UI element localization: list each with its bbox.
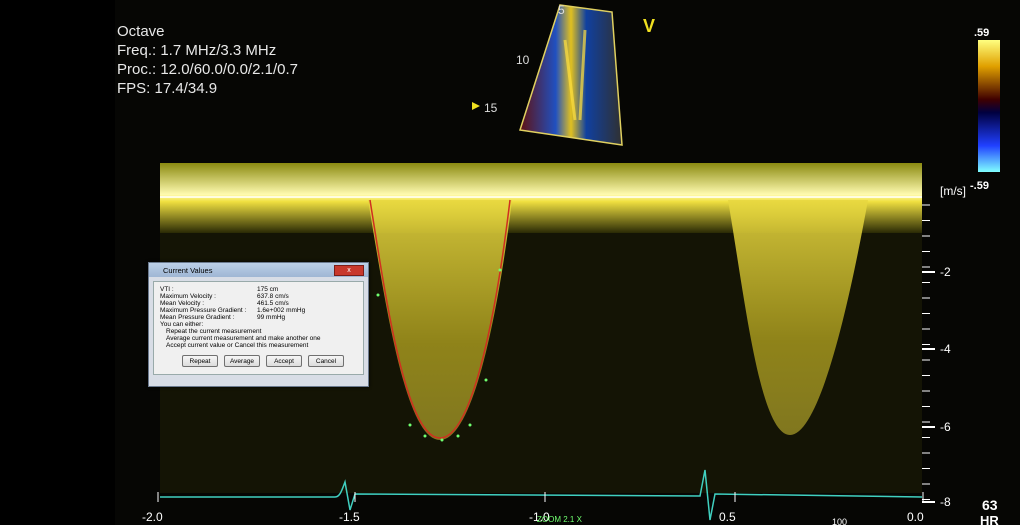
prompt: You can either: — [160, 321, 357, 328]
depth-label: 15 — [484, 101, 498, 115]
screen: Octave Freq.: 1.7 MHz/3.3 MHz Proc.: 12.… — [0, 0, 1020, 525]
label: Maximum Velocity : — [160, 293, 257, 300]
option-text: Repeat the current measurement — [160, 328, 357, 335]
dialog-button[interactable]: Accept — [266, 355, 302, 367]
zoom-label: ZOOM 2.1 X — [537, 515, 583, 524]
close-button[interactable]: x — [334, 265, 364, 276]
velocity-unit: [m/s] — [940, 184, 966, 198]
value-row: Maximum Pressure Gradient :1.6e+002 mmHg — [160, 307, 357, 314]
label: VTI : — [160, 286, 257, 293]
button-row: Repeat Average Accept Cancel — [160, 355, 357, 367]
label: Maximum Pressure Gradient : — [160, 307, 257, 314]
time-tick-label: -2.0 — [142, 510, 163, 524]
depth-label: 10 — [516, 53, 530, 67]
value: 1.6e+002 mmHg — [257, 307, 305, 314]
value: 175 cm — [257, 286, 278, 293]
velocity-tick-label: -4 — [940, 342, 951, 356]
time-tick-label: 0.0 — [907, 510, 924, 524]
dialog-title: Current Values — [163, 266, 212, 275]
color-bar — [978, 40, 1000, 172]
value-row: Mean Pressure Gradient :99 mmHg — [160, 314, 357, 321]
label: Mean Pressure Gradient : — [160, 314, 257, 321]
fps-label: FPS: 17.4/34.9 — [117, 80, 217, 97]
color-scale-top: .59 — [974, 27, 989, 39]
value-row: VTI :175 cm — [160, 286, 357, 293]
value-row: Maximum Velocity :637.8 cm/s — [160, 293, 357, 300]
dialog-button[interactable]: Average — [224, 355, 260, 367]
value-row: Mean Velocity :461.5 cm/s — [160, 300, 357, 307]
option-text: Average current measurement and make ano… — [160, 335, 357, 342]
hr-label: HR — [980, 513, 999, 525]
velocity-tick-label: -2 — [940, 265, 951, 279]
time-tick-label: 0.5 — [719, 510, 736, 524]
time-tick-label: -1.5 — [339, 510, 360, 524]
left-margin — [0, 0, 115, 525]
depth-label: 5 — [558, 3, 565, 17]
value: 461.5 cm/s — [257, 300, 289, 307]
value: 99 mmHg — [257, 314, 285, 321]
mode-label: Octave — [117, 23, 165, 40]
value: 637.8 cm/s — [257, 293, 289, 300]
velocity-tick-label: -8 — [940, 495, 951, 509]
option-text: Accept current value or Cancel this meas… — [160, 342, 357, 349]
velocity-tick-label: -6 — [940, 420, 951, 434]
hr-value: 63 — [982, 497, 998, 513]
dialog-titlebar: Current Values x — [149, 263, 368, 277]
sweep-label: 100 — [832, 517, 847, 525]
color-scale-bottom: -.59 — [970, 180, 989, 192]
freq-label: Freq.: 1.7 MHz/3.3 MHz — [117, 42, 276, 59]
view-marker: V — [643, 16, 655, 36]
dialog-button[interactable]: Cancel — [308, 355, 344, 367]
proc-label: Proc.: 12.0/60.0/0.0/2.1/0.7 — [117, 61, 298, 78]
dialog-button[interactable]: Repeat — [182, 355, 218, 367]
label: Mean Velocity : — [160, 300, 257, 307]
